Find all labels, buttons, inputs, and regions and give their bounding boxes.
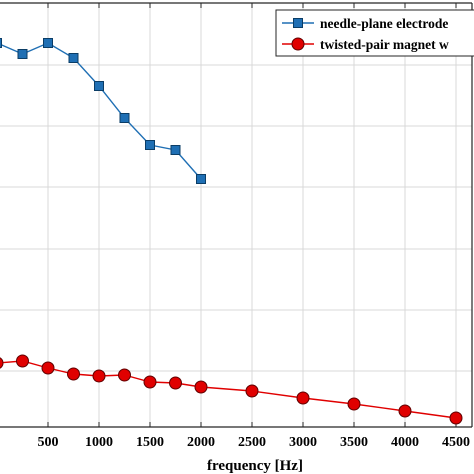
data-point — [145, 140, 155, 150]
data-point — [449, 411, 463, 425]
data-point — [119, 113, 130, 123]
data-point — [143, 375, 157, 389]
x-axis-label: frequency [Hz] — [207, 458, 303, 474]
legend-label: twisted-pair magnet w — [320, 37, 449, 52]
data-point — [0, 357, 4, 369]
series-1 — [0, 38, 206, 184]
grid — [0, 2, 472, 427]
data-point — [68, 53, 79, 63]
series-layer — [0, 38, 463, 425]
axes — [0, 2, 473, 428]
data-point — [43, 38, 53, 48]
data-point — [16, 354, 29, 368]
x-tick-label: 2500 — [238, 435, 266, 450]
data-point — [118, 368, 131, 382]
data-point — [92, 369, 106, 383]
data-point — [245, 384, 259, 398]
data-point — [41, 361, 55, 375]
legend: needle-plane electrode twisted-pair magne… — [275, 9, 474, 57]
legend-marker — [293, 18, 303, 28]
data-point — [0, 38, 2, 48]
series-2 — [0, 354, 463, 425]
x-tick-label: 2000 — [187, 435, 215, 450]
data-point — [169, 376, 182, 390]
legend-box — [275, 9, 474, 57]
data-point — [196, 174, 206, 184]
x-tick-label: 1000 — [85, 435, 113, 450]
data-point — [67, 367, 80, 381]
x-tick-label: 4500 — [442, 435, 470, 450]
data-point — [296, 391, 310, 405]
data-point — [17, 49, 28, 59]
x-tick-labels: 0 500 1000 1500 2000 2500 3000 3500 4000 4500 — [0, 435, 470, 450]
legend-label: needle-plane electrode — [320, 16, 448, 31]
series-line — [0, 360, 457, 419]
x-tick-label: 1500 — [136, 435, 164, 450]
series-line — [0, 42, 202, 180]
data-point — [194, 380, 208, 394]
x-tick-label: 3000 — [289, 435, 317, 450]
legend-marker — [291, 37, 305, 51]
data-point — [398, 404, 412, 418]
x-tick-label: 500 — [38, 435, 59, 450]
data-point — [170, 145, 181, 155]
data-point — [347, 397, 361, 411]
x-tick-label: 0 — [0, 435, 1, 450]
x-tick-label: 3500 — [340, 435, 368, 450]
data-point — [94, 81, 104, 91]
x-tick-label: 4000 — [391, 435, 419, 450]
